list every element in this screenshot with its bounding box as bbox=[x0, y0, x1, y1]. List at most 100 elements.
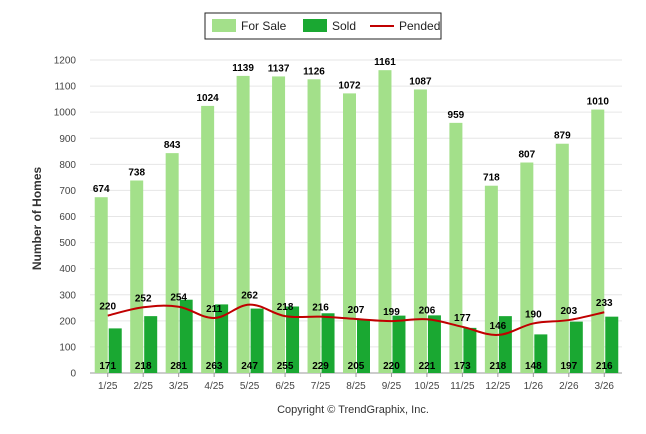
y-tick-label: 300 bbox=[59, 290, 76, 301]
x-tick-label: 8/25 bbox=[346, 381, 366, 392]
bar-sold bbox=[321, 313, 335, 373]
x-tick-label: 10/25 bbox=[414, 381, 439, 392]
pended-line bbox=[107, 303, 605, 336]
legend-swatch bbox=[303, 19, 327, 32]
label-pended: 146 bbox=[490, 321, 507, 332]
x-tick-label: 5/25 bbox=[240, 381, 260, 392]
x-tick-label: 9/25 bbox=[382, 381, 402, 392]
label-for-sale: 879 bbox=[554, 131, 571, 142]
bar-for-sale bbox=[591, 109, 605, 373]
bar-for-sale bbox=[378, 70, 392, 374]
bar-for-sale bbox=[201, 105, 215, 373]
y-tick-label: 200 bbox=[59, 316, 76, 327]
bar-sold bbox=[392, 315, 406, 373]
label-pended: 206 bbox=[419, 305, 436, 316]
label-sold: 221 bbox=[419, 361, 436, 372]
bar-for-sale bbox=[130, 180, 144, 373]
label-pended: 254 bbox=[170, 293, 187, 304]
y-axis-ticks: 0 100 200 300 400 500 600 700 800 900 1000 1100 1200 bbox=[54, 56, 77, 380]
label-for-sale: 1139 bbox=[232, 63, 254, 74]
bar-sold bbox=[427, 315, 441, 373]
label-for-sale: 1010 bbox=[587, 97, 610, 108]
y-tick-label: 800 bbox=[59, 160, 76, 171]
y-tick-label: 400 bbox=[59, 264, 76, 275]
y-tick-label: 0 bbox=[70, 369, 76, 380]
x-tick-label: 4/25 bbox=[204, 381, 224, 392]
label-for-sale: 674 bbox=[93, 184, 110, 195]
bar-for-sale bbox=[555, 143, 569, 373]
bar-sold bbox=[108, 328, 122, 373]
label-for-sale: 1126 bbox=[303, 66, 325, 77]
bar-sold bbox=[498, 316, 512, 373]
y-tick-label: 600 bbox=[59, 212, 76, 223]
y-tick-label: 700 bbox=[59, 186, 76, 197]
label-pended: 216 bbox=[312, 303, 329, 314]
label-for-sale: 718 bbox=[483, 173, 500, 184]
label-for-sale: 807 bbox=[518, 150, 535, 161]
legend-swatch bbox=[212, 19, 236, 32]
legend-label: Sold bbox=[332, 19, 356, 33]
label-for-sale: 959 bbox=[448, 110, 465, 121]
label-pended: 190 bbox=[525, 309, 542, 320]
label-sold: 218 bbox=[490, 361, 507, 372]
bar-for-sale bbox=[413, 89, 427, 373]
bar-for-sale bbox=[94, 197, 108, 373]
legend-label: For Sale bbox=[241, 19, 287, 33]
bar-for-sale bbox=[520, 162, 534, 373]
bar-sold bbox=[534, 334, 548, 373]
bar-sold bbox=[605, 316, 619, 373]
y-axis-label: Number of Homes bbox=[30, 167, 44, 271]
x-tick-label: 6/25 bbox=[275, 381, 295, 392]
label-for-sale: 1072 bbox=[338, 80, 361, 91]
x-tick-label: 11/25 bbox=[450, 381, 475, 392]
label-pended: 177 bbox=[454, 313, 471, 324]
bar-for-sale bbox=[484, 185, 498, 373]
label-for-sale: 1087 bbox=[409, 76, 432, 87]
bar-for-sale bbox=[272, 76, 286, 374]
label-sold: 171 bbox=[99, 361, 116, 372]
bar-sold bbox=[250, 308, 264, 373]
bar-for-sale bbox=[449, 122, 463, 373]
label-pended: 207 bbox=[348, 305, 365, 316]
y-tick-label: 1000 bbox=[54, 108, 77, 119]
label-sold: 247 bbox=[241, 361, 258, 372]
bar-for-sale bbox=[307, 79, 321, 373]
label-for-sale: 1024 bbox=[197, 93, 220, 104]
x-tick-label: 1/25 bbox=[98, 381, 118, 392]
bar-sold bbox=[286, 306, 300, 373]
label-sold: 197 bbox=[560, 361, 577, 372]
x-tick-label: 3/26 bbox=[595, 381, 615, 392]
legend: For Sale Sold Pended bbox=[204, 12, 442, 40]
y-tick-label: 1200 bbox=[54, 56, 77, 67]
bar-sold bbox=[179, 299, 193, 373]
label-pended: 252 bbox=[135, 293, 152, 304]
y-tick-label: 1100 bbox=[54, 82, 76, 93]
label-pended: 220 bbox=[99, 302, 116, 313]
label-sold: 148 bbox=[525, 361, 542, 372]
legend-box bbox=[204, 12, 442, 40]
label-pended: 203 bbox=[560, 306, 577, 317]
bar-sold bbox=[463, 327, 477, 373]
y-tick-label: 900 bbox=[59, 134, 76, 145]
label-sold: 173 bbox=[454, 361, 471, 372]
y-tick-label: 100 bbox=[59, 342, 76, 353]
label-for-sale: 1161 bbox=[374, 57, 396, 68]
bar-sold bbox=[215, 304, 229, 373]
label-sold: 216 bbox=[596, 361, 613, 372]
data-labels-layer: 674 171 738 218 843 281 1024 263 1139 247 1137 255 1… bbox=[93, 57, 613, 372]
label-pended: 211 bbox=[206, 304, 223, 315]
bar-sold bbox=[357, 319, 370, 373]
bar-for-sale bbox=[165, 153, 179, 373]
label-sold: 263 bbox=[206, 361, 223, 372]
label-sold: 281 bbox=[170, 361, 187, 372]
label-sold: 255 bbox=[277, 361, 294, 372]
x-tick-label: 2/25 bbox=[133, 381, 153, 392]
bar-for-sale bbox=[343, 93, 356, 374]
bars-layer bbox=[94, 70, 619, 374]
label-sold: 218 bbox=[135, 361, 152, 372]
x-tick-label: 2/26 bbox=[559, 381, 579, 392]
y-tick-label: 500 bbox=[59, 238, 76, 249]
copyright-text: Copyright © TrendGraphix, Inc. bbox=[277, 404, 429, 416]
x-axis-ticks: 1/25 2/25 3/25 4/25 5/25 6/25 7/25 8/25 9/25 10/2… bbox=[98, 373, 614, 392]
